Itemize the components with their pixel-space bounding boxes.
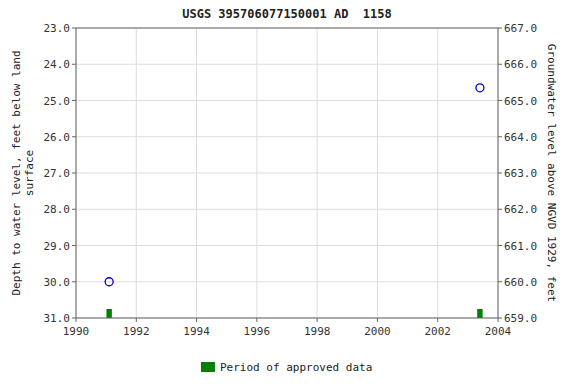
tick-label: 31.0 [44, 312, 71, 325]
period-bar [106, 309, 111, 318]
axis-label-line: Depth to water level, feet below land [10, 50, 23, 295]
tick-label: 2002 [424, 325, 451, 338]
tick-label: 25.0 [44, 95, 71, 108]
tick [498, 281, 502, 282]
tick-label: 27.0 [44, 167, 71, 180]
tick [256, 318, 257, 322]
axes: 1990 1992 1994 1996 1998 2000 2002 2004 23.0 24.0… [44, 22, 538, 338]
tick [72, 173, 76, 174]
tick-label: 1990 [63, 325, 90, 338]
axis-label: Groundwater level above NGVD 1929, feet [545, 44, 558, 302]
tick-label: 28.0 [44, 203, 71, 216]
grid-line [76, 136, 498, 137]
tick-label: 2004 [485, 325, 512, 338]
chart: 1990 1992 1994 1996 1998 2000 2002 2004 23.0 24.0… [0, 0, 576, 384]
tick-label: 1998 [304, 325, 331, 338]
tick [377, 318, 378, 322]
tick-label: 659.0 [504, 312, 537, 325]
legend-label: Period of approved data [220, 361, 372, 374]
tick [498, 173, 502, 174]
axis-label: Depth to water level, feet below landsur… [10, 50, 36, 295]
tick [136, 318, 137, 322]
tick [498, 318, 502, 319]
tick [498, 100, 502, 101]
grid-line [76, 245, 498, 246]
tick-label: 660.0 [504, 276, 537, 289]
tick [498, 209, 502, 210]
tick [72, 245, 76, 246]
data-point [105, 278, 113, 286]
tick-label: 662.0 [504, 203, 537, 216]
tick-label: 664.0 [504, 131, 537, 144]
tick-label: 2000 [364, 325, 391, 338]
tick [72, 100, 76, 101]
period-bar [477, 309, 482, 318]
tick [437, 318, 438, 322]
tick-label: 1992 [123, 325, 150, 338]
legend-swatch [201, 362, 215, 372]
tick-label: 29.0 [44, 240, 71, 253]
tick-label: 1994 [183, 325, 210, 338]
grid-line [76, 281, 498, 282]
tick [72, 281, 76, 282]
tick [72, 136, 76, 137]
grid-line [76, 209, 498, 210]
tick-label: 666.0 [504, 58, 537, 71]
tick [76, 318, 77, 322]
grid [76, 28, 498, 318]
tick-label: 667.0 [504, 22, 537, 35]
tick-label: 24.0 [44, 58, 71, 71]
tick [72, 318, 76, 319]
axis-label-line: surface [23, 150, 36, 196]
tick-label: 30.0 [44, 276, 71, 289]
tick [317, 318, 318, 322]
tick [498, 318, 499, 322]
legend: Period of approved data [201, 361, 372, 374]
tick [72, 64, 76, 65]
tick-label: 661.0 [504, 240, 537, 253]
title: USGS 395706077150001 AD 1158 [182, 7, 392, 21]
tick-label: 23.0 [44, 22, 71, 35]
grid-line [76, 64, 498, 65]
tick [498, 245, 502, 246]
tick-label: 665.0 [504, 95, 537, 108]
tick [72, 209, 76, 210]
tick [498, 136, 502, 137]
tick [72, 28, 76, 29]
grid-line [76, 173, 498, 174]
tick-label: 26.0 [44, 131, 71, 144]
tick [196, 318, 197, 322]
tick [498, 64, 502, 65]
data-point [476, 84, 484, 92]
tick [498, 28, 502, 29]
grid-line [76, 100, 498, 101]
tick-label: 1996 [244, 325, 271, 338]
marks [105, 84, 484, 318]
plot-frame [76, 28, 498, 318]
tick-label: 663.0 [504, 167, 537, 180]
